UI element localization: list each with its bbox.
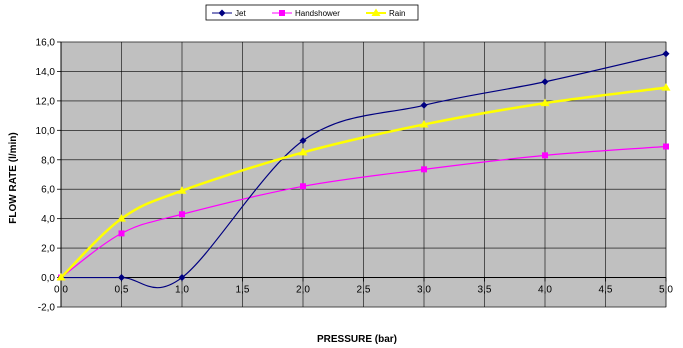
legend-label-rain: Rain — [389, 9, 405, 18]
data-point-handshower — [663, 143, 669, 150]
x-tick-label: 0,0 — [54, 285, 68, 296]
y-axis-title: FLOW RATE (l/min) — [8, 132, 19, 223]
y-tick-label: 0,0 — [41, 273, 55, 284]
legend-marker-jet — [218, 9, 226, 17]
series-layer — [56, 50, 671, 289]
series-jet — [57, 50, 670, 289]
x-tick-label: 4,5 — [599, 285, 613, 296]
legend-label-jet: Jet — [235, 9, 246, 18]
y-tick-label: 14,0 — [36, 67, 56, 78]
data-point-handshower — [118, 230, 125, 237]
data-point-rain — [117, 214, 126, 222]
data-point-jet — [118, 274, 125, 282]
tick-labels: -2,0 0,0 2,0 4,0 6,0 8,0 10,0 12,0 14,0 16,0 0,0 0,… — [36, 38, 674, 314]
legend-box — [205, 4, 419, 21]
data-point-rain — [177, 186, 187, 194]
x-tick-label: 1,5 — [236, 285, 250, 296]
x-tick-label: 1,0 — [175, 285, 189, 296]
data-point-rain — [419, 119, 429, 128]
series-rain — [56, 83, 671, 281]
data-point-jet — [178, 274, 186, 282]
data-point-jet — [541, 78, 549, 86]
gridlines — [60, 41, 667, 308]
data-point-rain — [661, 83, 671, 91]
legend-marker-rain — [371, 8, 381, 16]
data-point-handshower — [179, 211, 185, 218]
legend-marker-handshower — [279, 10, 285, 16]
y-tick-label: 8,0 — [41, 155, 55, 166]
x-tick-label: 3,0 — [417, 285, 431, 296]
data-point-jet — [420, 101, 428, 109]
x-tick-label: 0,5 — [115, 285, 129, 296]
x-tick-label: 4,0 — [538, 285, 552, 296]
data-point-rain — [298, 147, 308, 156]
data-point-jet — [662, 50, 670, 58]
y-tick-label: -2,0 — [38, 303, 56, 314]
legend: Jet Handshower Rain — [205, 4, 419, 21]
data-point-rain — [540, 98, 550, 107]
x-tick-label: 2,5 — [357, 285, 371, 296]
y-tick-label: 4,0 — [41, 214, 55, 225]
y-tick-label: 10,0 — [36, 126, 56, 137]
legend-label-handshower: Handshower — [295, 9, 340, 18]
y-tick-label: 12,0 — [36, 96, 56, 107]
y-tick-label: 6,0 — [41, 185, 55, 196]
data-point-rain — [56, 273, 66, 281]
x-tick-label: 3,5 — [478, 285, 492, 296]
x-axis-title: PRESSURE (bar) — [317, 334, 397, 345]
data-point-handshower — [300, 183, 306, 190]
data-point-jet — [299, 137, 307, 145]
y-tick-label: 2,0 — [41, 244, 55, 255]
y-tick-label: 16,0 — [36, 38, 56, 49]
data-point-handshower — [542, 152, 548, 159]
x-tick-label: 2,0 — [296, 285, 310, 296]
x-tick-label: 5,0 — [659, 285, 673, 296]
data-point-handshower — [421, 166, 427, 173]
